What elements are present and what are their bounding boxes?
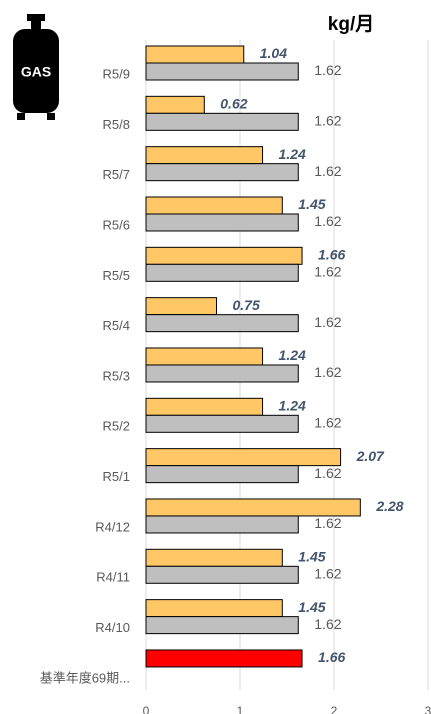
- value-label: 0.62: [220, 96, 247, 112]
- value-label: 1.66: [318, 649, 345, 665]
- value-label: 1.62: [314, 264, 341, 280]
- gas-icon: GAS: [13, 14, 59, 120]
- value-label: 2.28: [375, 498, 403, 514]
- value-label: 1.62: [314, 213, 341, 229]
- bar: [145, 347, 264, 366]
- y-tick-label: R5/2: [103, 419, 130, 434]
- value-label: 1.45: [298, 599, 325, 615]
- value-label: 1.04: [260, 45, 287, 61]
- value-label: 1.62: [314, 465, 341, 481]
- bar: [145, 414, 299, 433]
- bar: [145, 565, 299, 584]
- bar: [145, 246, 303, 265]
- bar: [145, 397, 264, 416]
- y-tick-label: R5/1: [103, 469, 130, 484]
- value-label: 0.75: [233, 297, 260, 313]
- value-label: 1.66: [318, 247, 345, 263]
- bar: [145, 364, 299, 383]
- bar: [145, 45, 245, 64]
- y-tick-label: R4/10: [95, 620, 130, 635]
- value-label: 1.24: [279, 146, 306, 162]
- value-label: 1.24: [279, 347, 306, 363]
- value-label: 1.62: [314, 364, 341, 380]
- value-label: 1.62: [314, 415, 341, 431]
- chart-title: kg/月: [328, 14, 374, 35]
- value-label: 1.62: [314, 314, 341, 330]
- y-tick-label: R5/3: [103, 368, 130, 383]
- bar: [145, 515, 299, 534]
- bar: [145, 599, 283, 618]
- value-label: 1.62: [314, 566, 341, 582]
- y-tick-label: R5/7: [103, 167, 130, 182]
- value-label: 1.62: [314, 62, 341, 78]
- value-label: 1.62: [314, 113, 341, 129]
- y-tick-label: R5/5: [103, 268, 130, 283]
- x-tick-label: 2: [331, 704, 338, 714]
- bar: [145, 498, 361, 517]
- y-tick-label: R5/9: [103, 66, 130, 81]
- value-label: 1.62: [314, 616, 341, 632]
- value-label: 1.45: [298, 196, 325, 212]
- y-tick-label: 基準年度69期...: [40, 670, 130, 685]
- y-tick-label: R5/6: [103, 217, 130, 232]
- x-tick-label: 3: [425, 704, 431, 714]
- bar: [145, 649, 303, 668]
- value-label: 1.24: [279, 398, 306, 414]
- bar: [145, 263, 299, 282]
- bar: [145, 465, 299, 484]
- bar: [145, 548, 283, 567]
- bar: [145, 62, 299, 81]
- bar: [145, 448, 342, 467]
- y-tick-label: R4/12: [95, 519, 130, 534]
- bar: [145, 163, 299, 182]
- bar: [145, 146, 264, 165]
- x-tick-label: 1: [237, 704, 244, 714]
- y-tick-label: R5/4: [103, 318, 130, 333]
- bar: [145, 616, 299, 635]
- bar: [145, 213, 299, 232]
- bar: [145, 196, 283, 215]
- value-label: 1.62: [314, 515, 341, 531]
- plot: 0 1 2 3 R5/9 1.04 1.62 R5/8 0.62 1.62 R5/7 1.24 1.62…: [40, 40, 431, 714]
- bar: [145, 95, 205, 114]
- svg-text:GAS: GAS: [21, 64, 51, 80]
- x-tick-label: 0: [143, 704, 150, 714]
- value-label: 1.62: [314, 163, 341, 179]
- bar: [145, 314, 299, 333]
- value-label: 2.07: [356, 448, 385, 464]
- bar: [145, 112, 299, 131]
- y-tick-label: R4/11: [96, 570, 130, 585]
- y-tick-label: R5/8: [103, 117, 130, 132]
- value-label: 1.45: [298, 549, 325, 565]
- bar: [145, 297, 217, 316]
